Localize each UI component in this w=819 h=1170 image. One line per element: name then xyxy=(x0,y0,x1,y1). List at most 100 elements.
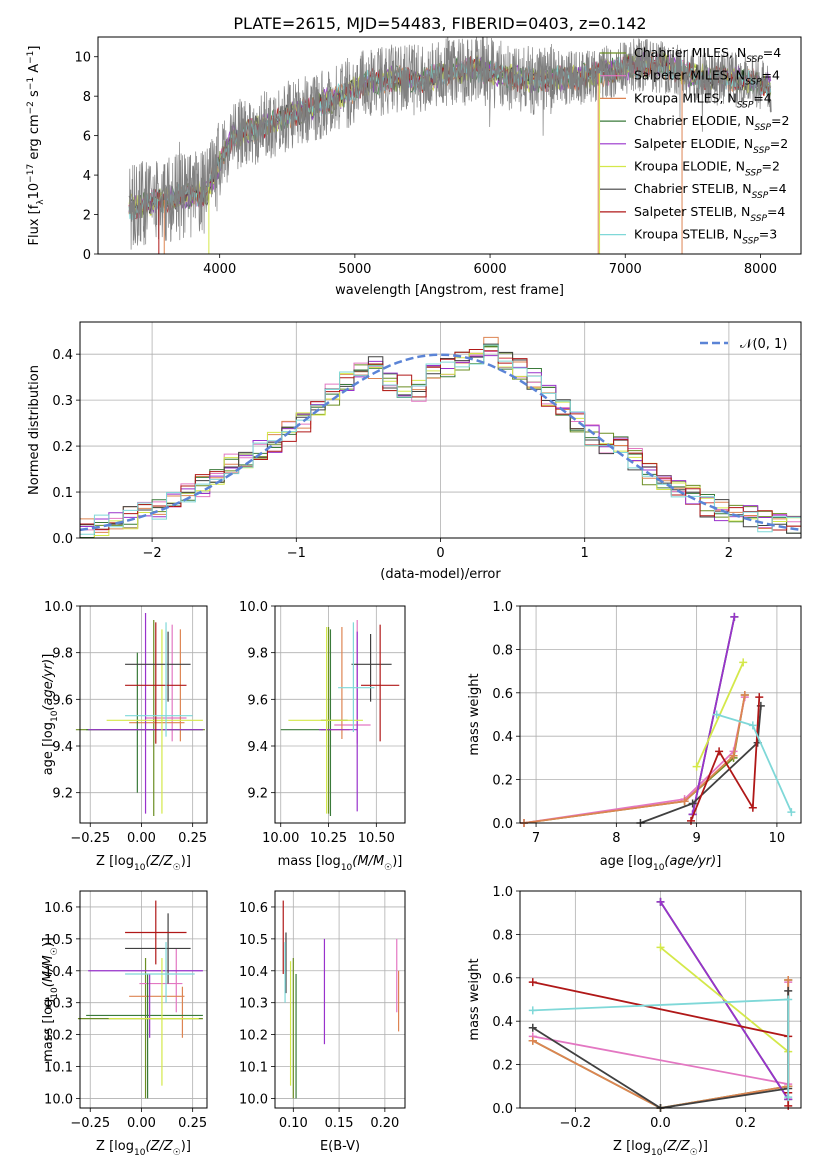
label-part: 10 xyxy=(651,1148,663,1158)
legend-label-main: Chabrier STELIB, N xyxy=(634,181,752,196)
y-tick-label: 9.4 xyxy=(52,740,73,755)
y-tick-label: 10.3 xyxy=(239,997,268,1012)
label-part: −1 xyxy=(26,77,36,90)
y-tick-label: 10.1 xyxy=(239,1061,268,1076)
label-part: )] xyxy=(181,1139,191,1154)
x-tick-label: 0.10 xyxy=(279,1116,308,1131)
y-tick-label: 10.0 xyxy=(239,600,268,615)
y-tick-label: 10.6 xyxy=(44,901,73,916)
residuals-frame xyxy=(79,321,802,539)
x-tick-label: 0.20 xyxy=(370,1116,399,1131)
label-part: −2 xyxy=(26,101,36,114)
y-tick-label: 0.2 xyxy=(492,1059,513,1074)
spectrum-frame xyxy=(97,36,802,255)
weight-marker-krou_elodie xyxy=(656,943,665,952)
label-part: ☉ xyxy=(173,1148,181,1158)
weight-marker-salp_stelib xyxy=(755,693,764,702)
legend-label-suffix: =4 xyxy=(753,90,771,105)
label-part: A xyxy=(27,64,42,77)
weight-marker-krou_elodie xyxy=(692,762,701,771)
age_vs_mass-panel: 10.00 10.25 10.50 9.2 9.4 9.6 9.8 10.0 mass [log… xyxy=(239,600,406,873)
label-part: ( xyxy=(41,981,56,987)
weight-marker-krou_stelib xyxy=(748,721,757,730)
label-part: ☉ xyxy=(690,1148,698,1158)
y-axis-label: mass [log10(M/M☉)] xyxy=(41,937,60,1062)
label-part: −17 xyxy=(26,164,36,183)
legend-label-sub: SSP xyxy=(745,78,762,88)
legend-label-sub: SSP xyxy=(745,169,762,179)
y-tick-label: 1.0 xyxy=(492,600,513,615)
y-tick-label: 9.8 xyxy=(247,647,268,662)
y-tick-label: 4 xyxy=(83,169,91,184)
x-tick-label: 0.00 xyxy=(127,831,156,846)
residuals-panel: −2 −1 0 1 2 0.0 0.1 0.2 0.3 0.4 𝒩(0, 1) (data-model… xyxy=(27,321,802,582)
x-tick-label: 10.50 xyxy=(358,831,395,846)
x-axis-label: Z [log10(Z/Z☉)] xyxy=(613,1139,708,1158)
y-tick-label: 10.1 xyxy=(44,1061,73,1076)
legend-label-suffix: =2 xyxy=(762,159,780,174)
x-tick-label: 0.25 xyxy=(178,1116,207,1131)
mass_vs_Z-grid xyxy=(80,891,207,1108)
weight-marker-krou_stelib xyxy=(528,1006,537,1015)
label-part: (age/yr) xyxy=(664,854,716,869)
y-tick-label: 10.0 xyxy=(239,1092,268,1107)
y-tick-label: 9.2 xyxy=(52,787,73,802)
y-tick-label: 1.0 xyxy=(492,885,513,900)
weight-marker-krou_miles xyxy=(528,1036,537,1045)
y-tick-label: 10.0 xyxy=(44,1092,73,1107)
weight-marker-salp_stelib xyxy=(528,978,537,987)
y-tick-label: 9.2 xyxy=(247,787,268,802)
x-axis-label: age [log10(age/yr)] xyxy=(600,854,722,873)
weight-marker-salp_elodie xyxy=(656,897,665,906)
label-part: (age/yr) xyxy=(41,659,56,711)
x-tick-label: 0.00 xyxy=(127,1116,156,1131)
massweight_vs_age-plot-area xyxy=(520,612,796,827)
y-tick-label: 0.3 xyxy=(52,394,73,409)
legend-label-suffix: =4 xyxy=(767,204,785,219)
y-axis-label: age [log10(age/yr)] xyxy=(41,654,60,776)
weight-line-chab_stelib xyxy=(640,705,762,824)
legend-label-suffix: =4 xyxy=(763,45,781,60)
legend-label-main: Chabrier ELODIE, N xyxy=(634,113,754,128)
y-tick-label: 10.4 xyxy=(239,965,268,980)
x-tick-label: −2 xyxy=(143,546,162,561)
mass_vs_ebv-frame xyxy=(274,890,406,1109)
y-tick-label: 0.6 xyxy=(492,972,513,987)
label-part: ☉ xyxy=(384,863,392,873)
weight-marker-krou_stelib xyxy=(784,1093,793,1102)
label-part: ] xyxy=(27,46,42,51)
age_vs_mass-grid xyxy=(275,605,405,823)
x-axis-label: (data-model)/error xyxy=(380,567,501,582)
label-part: ☉ xyxy=(173,863,181,873)
label-part: erg cm xyxy=(27,114,42,163)
label-part: ( xyxy=(662,1139,668,1154)
label-part: )] xyxy=(181,854,191,869)
x-axis-label: Z [log10(Z/Z☉)] xyxy=(96,854,191,873)
x-tick-label: −1 xyxy=(287,546,306,561)
label-part: mass [log xyxy=(41,999,56,1062)
y-tick-label: 0.8 xyxy=(492,928,513,943)
x-tick-label: 2 xyxy=(725,546,733,561)
y-tick-label: 10.5 xyxy=(44,933,73,948)
label-part: age [log xyxy=(600,854,653,869)
y-tick-label: 0.1 xyxy=(52,486,73,501)
x-tick-label: 0.0 xyxy=(650,1116,671,1131)
weight-marker-salp_stelib xyxy=(784,1101,793,1110)
y-tick-label: 0.8 xyxy=(492,643,513,658)
y-tick-label: 6 xyxy=(83,130,91,145)
y-tick-label: 0.4 xyxy=(492,730,513,745)
legend-label-main: Kroupa MILES, N xyxy=(634,90,737,105)
y-tick-label: 9.6 xyxy=(52,693,73,708)
massweight_vs_Z-plot-area xyxy=(528,897,793,1112)
weight-marker-salp_elodie xyxy=(730,612,739,621)
observed-spectrum xyxy=(128,37,772,250)
normal-reference-curve xyxy=(79,353,802,532)
x-tick-label: 8000 xyxy=(744,262,777,277)
legend-label-main: Salpeter MILES, N xyxy=(634,68,745,83)
spectrum-plot-area xyxy=(128,37,772,254)
y-tick-label: 10 xyxy=(74,51,91,66)
label-part: age [log xyxy=(41,722,56,775)
residuals-grid xyxy=(80,322,801,539)
x-tick-label: 5000 xyxy=(338,262,371,277)
